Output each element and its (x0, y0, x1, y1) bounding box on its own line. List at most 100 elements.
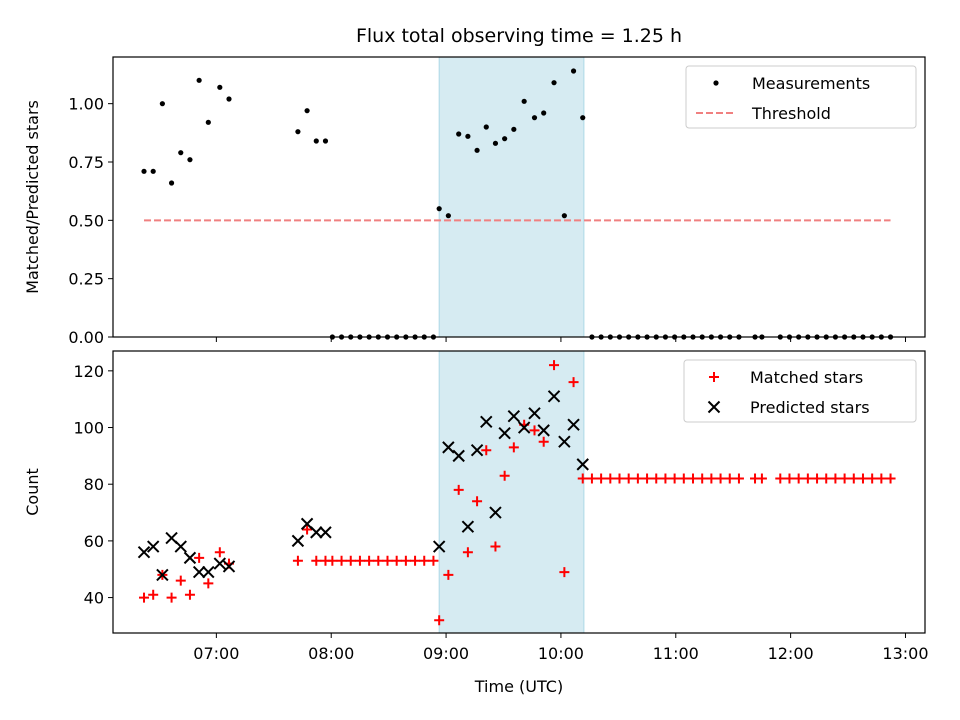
predicted-star-point (442, 441, 455, 454)
matched-star-point (538, 436, 549, 447)
matched-star-point (214, 547, 225, 558)
predicted-star-point (537, 424, 550, 437)
matched-star-point (302, 524, 313, 535)
matched-star-point (453, 484, 464, 495)
matched-star-point (481, 445, 492, 456)
matched-star-point (802, 473, 813, 484)
y-tick-label: 0.25 (68, 270, 104, 289)
x-tick-label: 13:00 (882, 644, 928, 663)
matched-star-point (669, 473, 680, 484)
legend-label: Threshold (751, 104, 831, 123)
axes-frame-bottom (112, 350, 926, 634)
matched-star-point (756, 473, 767, 484)
measurement-point (456, 131, 462, 137)
matched-star-point (345, 555, 356, 566)
predicted-star-point (137, 546, 151, 559)
measurement-point (570, 68, 577, 74)
matched-star-point (354, 555, 365, 566)
measurement-point (483, 124, 489, 130)
matched-star-point (175, 575, 186, 586)
matched-star-point (596, 473, 607, 484)
matched-star-point (706, 473, 717, 484)
predicted-star-point (156, 568, 169, 582)
matched-star-point (839, 473, 850, 484)
matched-star-point (508, 442, 519, 453)
x-tick-label: 11:00 (653, 644, 699, 663)
matched-star-point (400, 555, 411, 566)
measurement-point (295, 129, 301, 135)
matched-star-point (419, 555, 430, 566)
measurement-point (465, 133, 471, 139)
matched-star-point (577, 473, 588, 484)
shaded-region-top (438, 56, 585, 338)
x-tick-label: 08:00 (308, 644, 354, 663)
predicted-star-point (461, 520, 475, 533)
x-tick-label: 12:00 (768, 644, 814, 663)
matched-star-point (311, 555, 322, 566)
matched-star-point (373, 555, 384, 566)
data-layer-bottom (137, 360, 896, 626)
matched-star-point (614, 473, 625, 484)
measurement-point (159, 101, 165, 107)
matched-star-point (586, 473, 597, 484)
x-tick-label: 10:00 (538, 644, 584, 663)
matched-star-point (775, 473, 786, 484)
matched-star-point (391, 555, 402, 566)
legend-box (685, 65, 917, 129)
predicted-star-point (470, 443, 484, 457)
matched-star-point (867, 473, 878, 484)
predicted-star-point (528, 407, 541, 420)
legend-handle-plus (709, 372, 719, 382)
matched-star-point (434, 615, 445, 626)
y-tick-label: 0.50 (68, 211, 104, 230)
measurement-point (492, 140, 499, 146)
matched-star-point (697, 473, 708, 484)
measurement-point (205, 119, 211, 125)
matched-star-point (784, 473, 795, 484)
matched-star-point (715, 473, 726, 484)
axes-frame-top (112, 56, 926, 338)
predicted-star-point (480, 415, 493, 429)
predicted-star-point (146, 540, 160, 553)
predicted-star-point (174, 540, 187, 553)
predicted-star-point (517, 421, 531, 434)
measurement-point (141, 168, 147, 174)
matched-star-point (568, 377, 579, 388)
matched-star-point (203, 578, 214, 589)
matched-star-point (651, 473, 662, 484)
y-tick-label: 1.00 (68, 95, 104, 114)
matched-star-point (499, 470, 510, 481)
measurement-point (561, 213, 567, 219)
measurement-point (551, 80, 557, 86)
y-tick-label: 40 (84, 589, 104, 608)
measurement-point (187, 157, 193, 163)
matched-star-point (194, 552, 205, 563)
chart-title: Flux total observing time = 1.25 h (356, 25, 682, 47)
matched-star-point (472, 496, 483, 507)
measurement-point (304, 108, 310, 114)
legend-label: Measurements (752, 74, 870, 93)
predicted-star-point (489, 506, 502, 519)
predicted-star-point (213, 557, 227, 570)
predicted-star-point (558, 435, 571, 448)
y-axis-label-bottom: Count (23, 468, 42, 516)
predicted-star-point (452, 449, 465, 463)
measurement-point (436, 206, 442, 212)
y-tick-label: 100 (73, 419, 104, 438)
y-tick-label: 120 (73, 362, 104, 381)
predicted-star-point (547, 390, 561, 403)
matched-star-point (857, 473, 868, 484)
measurement-point (196, 77, 202, 83)
predicted-star-point (319, 526, 332, 539)
measurement-point (226, 96, 232, 102)
predicted-star-point (202, 565, 215, 579)
matched-star-point (364, 555, 375, 566)
matched-star-point (733, 473, 744, 484)
predicted-star-point (432, 540, 446, 553)
predicted-star-point (507, 409, 521, 423)
measurement-point (178, 150, 184, 156)
matched-star-point (336, 555, 347, 566)
matched-star-point (428, 555, 439, 566)
matched-star-point (410, 555, 421, 566)
y-tick-label: 0.75 (68, 153, 104, 172)
